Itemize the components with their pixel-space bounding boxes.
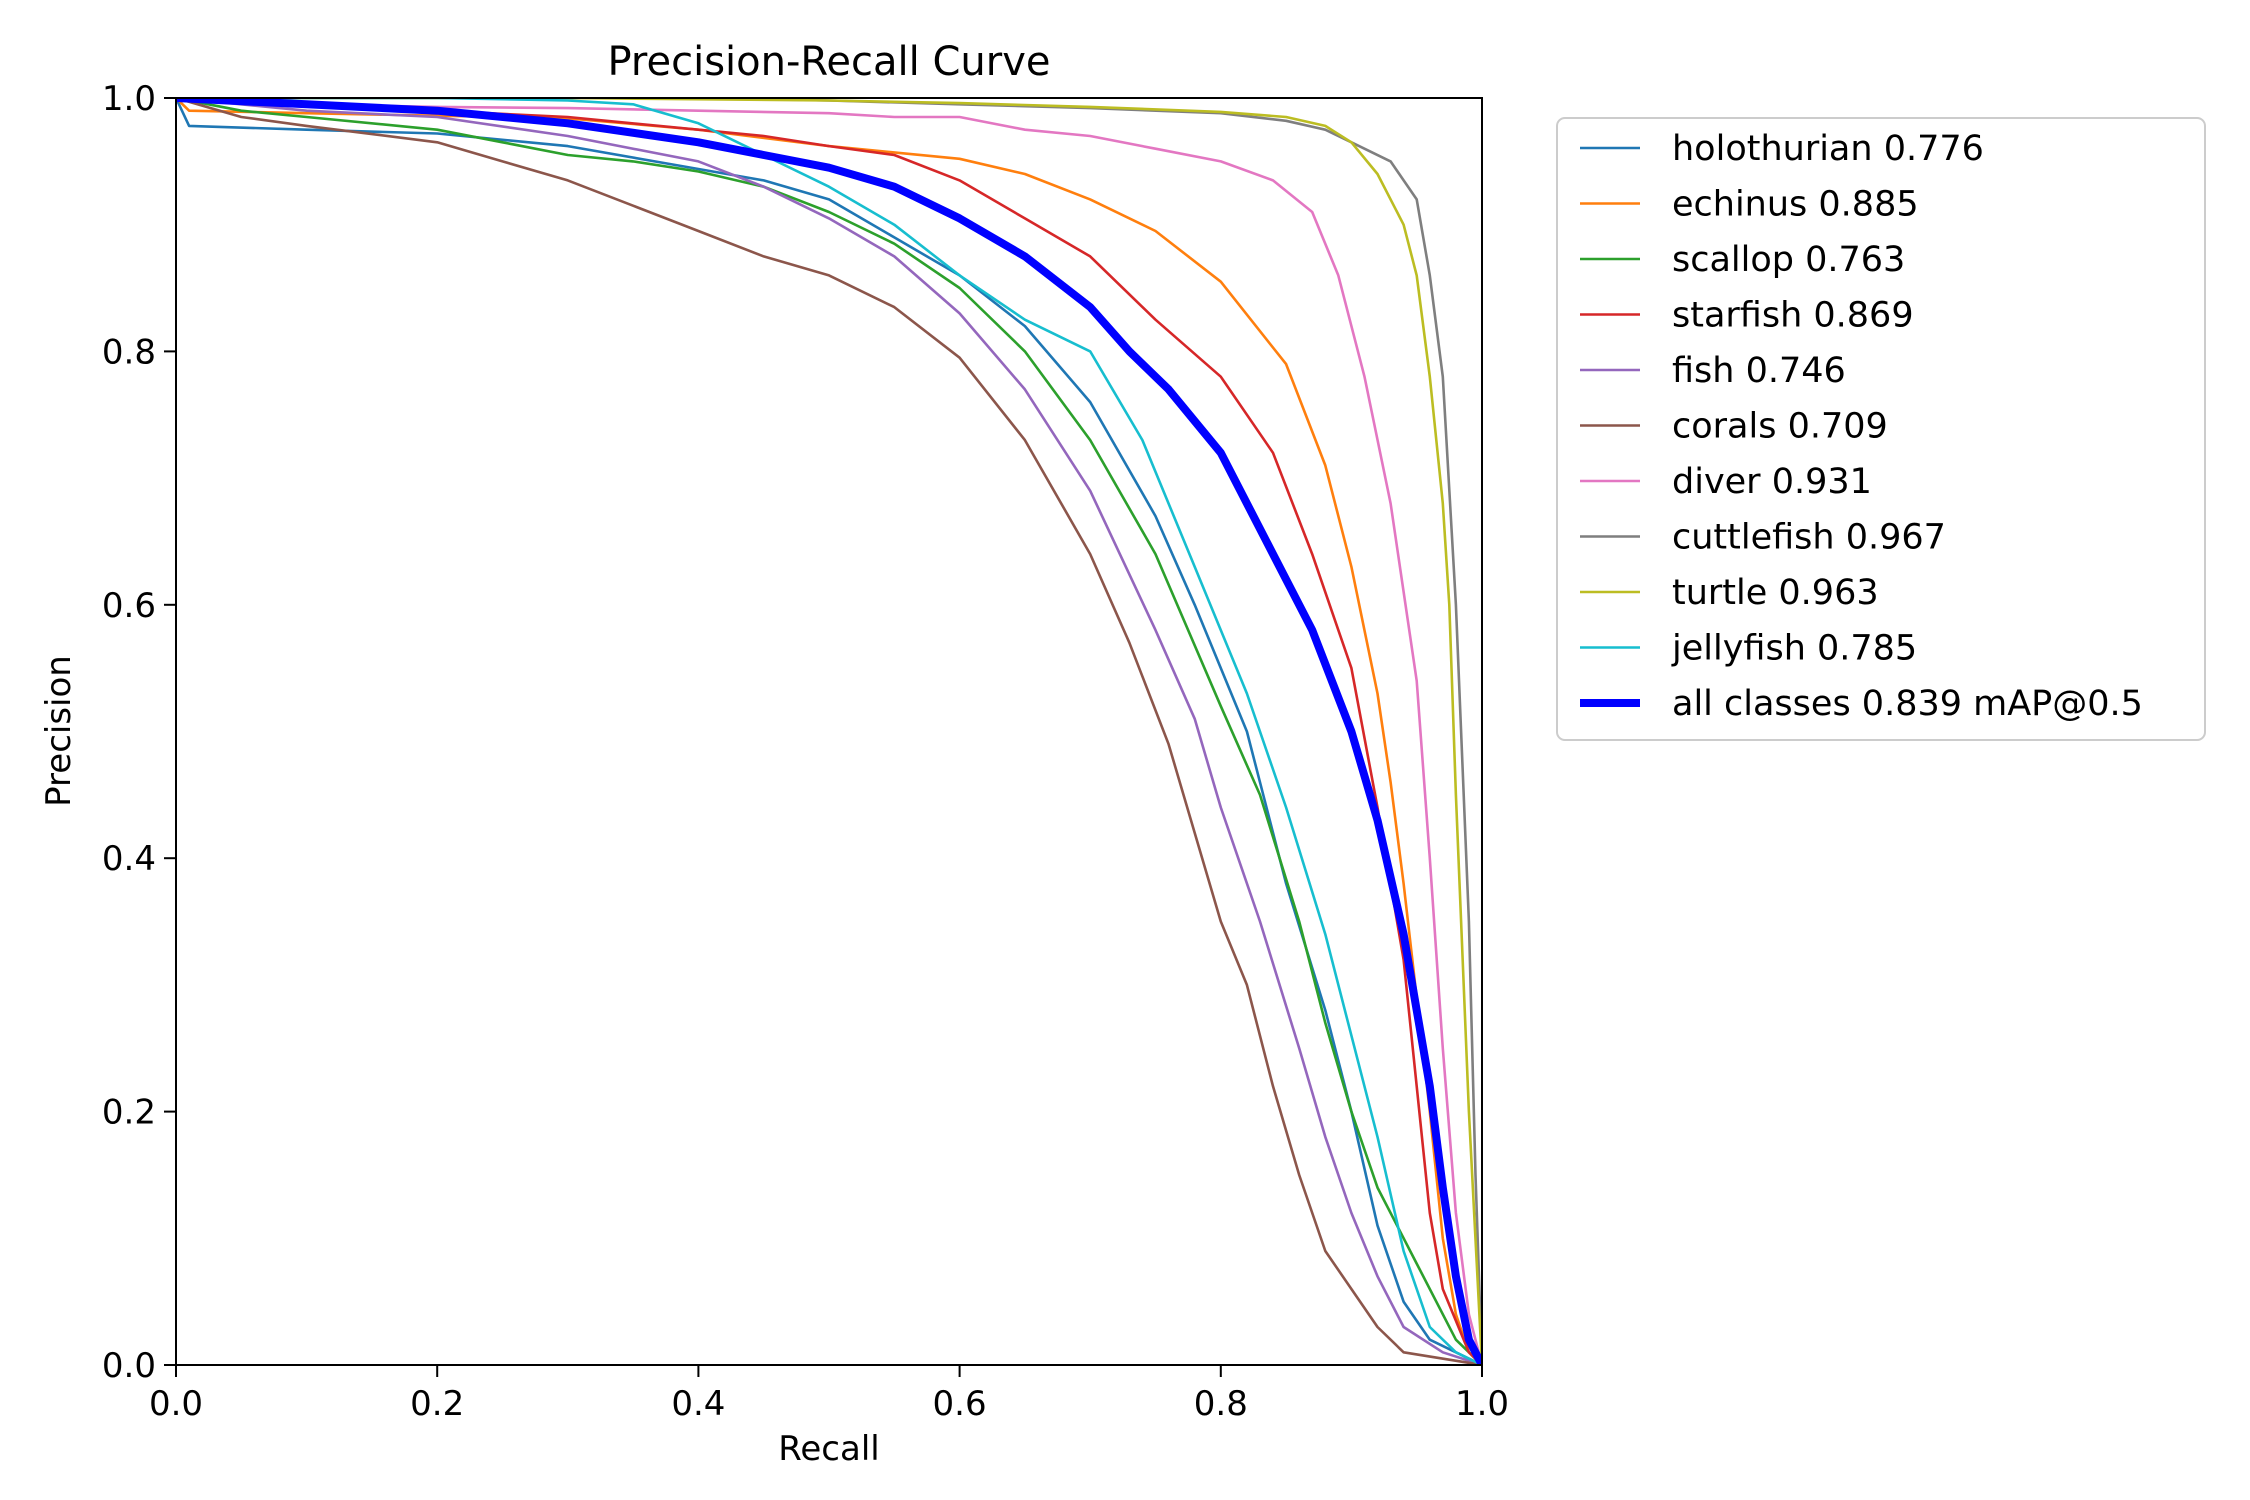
legend-label: echinus 0.885 — [1672, 185, 1919, 225]
x-axis: 0.0 0.2 0.4 0.6 0.8 1.0 — [149, 1365, 1509, 1424]
x-tick-label: 0.4 — [671, 1384, 725, 1424]
series-line-jellyfish — [176, 98, 1482, 1365]
legend-label: fish 0.746 — [1672, 351, 1846, 391]
series-line-scallop — [176, 98, 1482, 1365]
legend: holothurian 0.776 echinus 0.885 scallop 0.… — [1556, 117, 2206, 741]
x-tick-label: 0.8 — [1194, 1384, 1248, 1424]
legend-label: all classes 0.839 mAP@0.5 — [1672, 684, 2143, 724]
legend-label: cuttlefish 0.967 — [1672, 518, 1946, 558]
legend-item-diver: diver 0.931 — [1580, 462, 1872, 502]
legend-item-all-classes: all classes 0.839 mAP@0.5 — [1580, 684, 2143, 724]
y-tick-label: 0.4 — [102, 839, 156, 879]
series-line-holothurian — [176, 98, 1482, 1365]
legend-item-echinus: echinus 0.885 — [1580, 185, 1919, 225]
legend-label: turtle 0.963 — [1672, 573, 1879, 613]
legend-item-starfish: starfish 0.869 — [1580, 296, 1914, 336]
legend-item-turtle: turtle 0.963 — [1580, 573, 1879, 613]
series-line-fish — [176, 98, 1482, 1365]
series-line-starfish — [176, 98, 1482, 1365]
y-tick-label: 1.0 — [102, 79, 156, 119]
legend-item-fish: fish 0.746 — [1580, 351, 1846, 391]
legend-label: jellyfish 0.785 — [1671, 629, 1917, 669]
series-line-turtle — [176, 98, 1482, 1365]
legend-item-cuttlefish: cuttlefish 0.967 — [1580, 518, 1946, 558]
y-tick-label: 0.0 — [102, 1346, 156, 1386]
y-axis-label: Precision — [39, 655, 79, 807]
legend-label: corals 0.709 — [1672, 407, 1888, 447]
x-tick-label: 1.0 — [1455, 1384, 1509, 1424]
series-line-corals — [176, 98, 1482, 1365]
x-axis-label: Recall — [778, 1429, 879, 1469]
legend-label: starfish 0.869 — [1672, 296, 1914, 336]
y-axis: 0.0 0.2 0.4 0.6 0.8 1.0 — [102, 79, 176, 1386]
plot-area — [175, 97, 1483, 1366]
y-tick-label: 0.8 — [102, 332, 156, 372]
legend-item-holothurian: holothurian 0.776 — [1580, 129, 1984, 169]
chart-title: Precision-Recall Curve — [608, 39, 1051, 85]
x-tick-label: 0.6 — [933, 1384, 987, 1424]
legend-item-jellyfish: jellyfish 0.785 — [1580, 629, 1917, 669]
legend-label: holothurian 0.776 — [1672, 129, 1984, 169]
legend-item-corals: corals 0.709 — [1580, 407, 1888, 447]
legend-item-scallop: scallop 0.763 — [1580, 240, 1905, 280]
y-tick-label: 0.6 — [102, 586, 156, 626]
plot-frame — [175, 97, 1483, 1366]
series-line-all-classes — [176, 98, 1482, 1365]
series-layer — [176, 98, 1482, 1365]
x-tick-label: 0.0 — [149, 1384, 203, 1424]
legend-box — [1556, 117, 2206, 741]
x-tick-label: 0.2 — [410, 1384, 464, 1424]
legend-label: scallop 0.763 — [1672, 240, 1905, 280]
legend-label: diver 0.931 — [1672, 462, 1872, 502]
y-tick-label: 0.2 — [102, 1093, 156, 1133]
